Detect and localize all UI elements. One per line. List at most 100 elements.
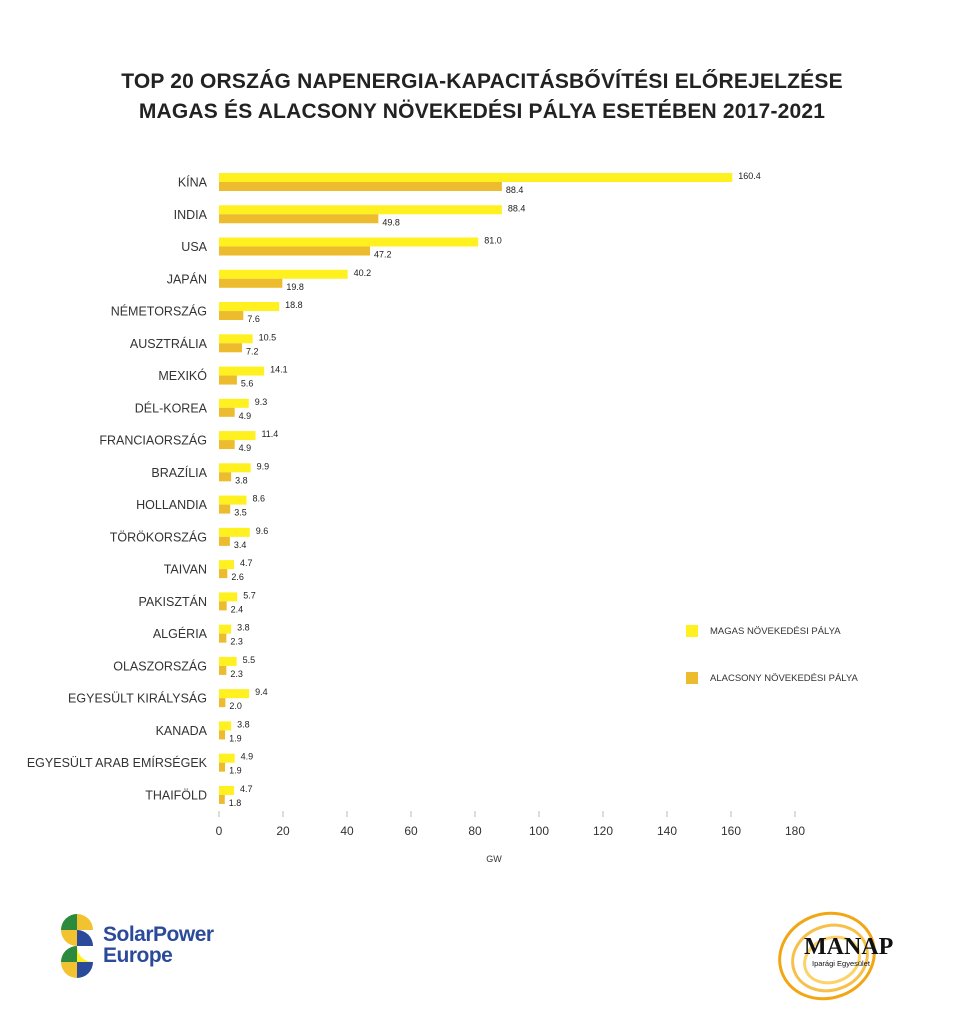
bar-low: [219, 665, 227, 675]
category-label: INDIA: [174, 208, 208, 222]
bar-low: [219, 246, 371, 256]
data-label-low: 2.4: [231, 604, 244, 614]
data-label-high: 9.6: [256, 526, 269, 536]
data-label-high: 4.7: [240, 784, 253, 794]
bar-low: [219, 730, 226, 740]
legend-swatch-high: [686, 625, 698, 637]
bar-high: [219, 173, 733, 182]
x-tick-label: 40: [340, 824, 354, 838]
category-label: USA: [181, 240, 207, 254]
data-label-high: 3.8: [237, 719, 250, 729]
bar-high: [219, 753, 235, 763]
data-label-low: 4.9: [239, 443, 252, 453]
bar-low: [219, 407, 235, 417]
bar-high: [219, 334, 253, 344]
bar-low: [219, 601, 227, 611]
x-axis-label: GW: [486, 854, 502, 864]
solarpower-sun-icon: [61, 914, 93, 978]
bar-high: [219, 527, 250, 537]
x-tick-label: 120: [593, 824, 613, 838]
legend-swatch-low: [686, 672, 698, 684]
data-label-high: 9.3: [255, 397, 268, 407]
bar-low: [219, 343, 243, 353]
data-label-low: 7.2: [246, 346, 259, 356]
bar-high: [219, 302, 280, 312]
category-label: THAIFÖLD: [145, 788, 207, 802]
bar-high: [219, 785, 235, 795]
category-label: KANADA: [156, 724, 208, 738]
bar-high: [219, 721, 232, 731]
x-tick-label: 20: [276, 824, 290, 838]
bar-high: [219, 237, 479, 247]
data-label-high: 160.4: [738, 171, 761, 181]
europe-text: Europe: [103, 944, 173, 967]
data-label-high: 4.7: [240, 558, 253, 568]
bar-low: [219, 278, 283, 288]
x-tick-label: 100: [529, 824, 549, 838]
bar-low: [219, 472, 232, 482]
category-label: NÉMETORSZÁG: [111, 304, 207, 319]
bar-high: [219, 592, 238, 602]
bar-low: [219, 794, 225, 804]
x-tick-label: 80: [468, 824, 482, 838]
data-label-high: 10.5: [259, 332, 277, 342]
category-label: TÖRÖKORSZÁG: [110, 529, 207, 544]
bar-high: [219, 205, 502, 215]
data-label-low: 3.8: [235, 475, 248, 485]
data-label-high: 9.4: [255, 687, 268, 697]
data-label-high: 14.1: [270, 365, 288, 375]
bar-low: [219, 504, 231, 514]
x-tick-label: 0: [216, 824, 223, 838]
data-label-high: 4.9: [241, 752, 254, 762]
bar-chart: KÍNA 160.4 88.4 INDIA 88.4 49.8 USA 81.0 47.2 JAP…: [27, 171, 805, 864]
bar-low: [219, 633, 227, 643]
data-label-low: 49.8: [382, 217, 400, 227]
data-label-low: 3.4: [234, 540, 247, 550]
x-tick-label: 180: [785, 824, 805, 838]
data-label-high: 9.9: [257, 461, 270, 471]
bar-low: [219, 569, 228, 579]
category-label: BRAZÍLIA: [151, 465, 207, 480]
bar-high: [219, 269, 348, 279]
data-label-high: 5.5: [243, 655, 256, 665]
category-label: AUSZTRÁLIA: [130, 336, 208, 351]
x-tick-label: 160: [721, 824, 741, 838]
category-label: HOLLANDIA: [136, 498, 208, 512]
bar-low: [219, 440, 235, 450]
category-label: PAKISZTÁN: [138, 594, 207, 609]
data-label-high: 88.4: [508, 203, 526, 213]
data-label-high: 8.6: [253, 494, 266, 504]
svg-text:MANAP: MANAP: [804, 934, 893, 960]
bar-low: [219, 214, 379, 224]
svg-text:Iparági Egyesület: Iparági Egyesület: [812, 959, 871, 968]
data-label-high: 81.0: [484, 236, 502, 246]
bar-low: [219, 536, 230, 546]
data-label-low: 19.8: [286, 282, 304, 292]
category-label: JAPÁN: [167, 271, 207, 286]
data-label-high: 3.8: [237, 623, 250, 633]
x-tick-label: 60: [404, 824, 418, 838]
bar-high: [219, 624, 232, 634]
data-label-low: 7.6: [247, 314, 260, 324]
bar-high: [219, 463, 251, 473]
category-label: EGYESÜLT KIRÁLYSÁG: [68, 691, 207, 706]
legend-item-low: ALACSONY NÖVEKEDÉSI PÁLYA: [686, 672, 858, 684]
bar-high: [219, 431, 256, 441]
data-label-low: 3.5: [234, 508, 247, 518]
data-label-high: 5.7: [243, 590, 256, 600]
data-label-low: 47.2: [374, 250, 392, 260]
category-label: DÉL-KOREA: [135, 400, 208, 415]
data-label-low: 2.0: [229, 701, 242, 711]
bar-low: [219, 698, 226, 708]
bar-high: [219, 656, 237, 666]
bar-high: [219, 560, 235, 570]
category-label: FRANCIAORSZÁG: [99, 433, 207, 448]
category-label: ALGÉRIA: [153, 626, 208, 641]
data-label-high: 40.2: [354, 268, 372, 278]
bar-low: [219, 375, 237, 385]
data-label-low: 5.6: [241, 379, 254, 389]
bar-high: [219, 398, 249, 408]
category-label: TAIVAN: [164, 563, 207, 577]
chart-title-line-2: MAGAS ÉS ALACSONY NÖVEKEDÉSI PÁLYA ESETÉ…: [138, 100, 826, 123]
